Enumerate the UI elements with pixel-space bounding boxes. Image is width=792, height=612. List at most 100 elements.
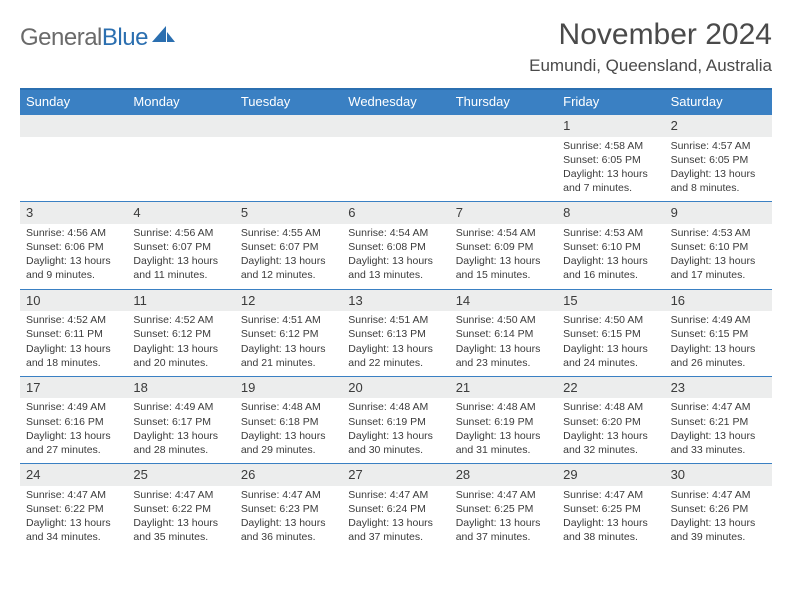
day-header-cell: Saturday — [665, 90, 772, 114]
day-number: 29 — [557, 464, 664, 486]
calendar-cell — [450, 115, 557, 201]
day-number: 22 — [557, 377, 664, 399]
calendar-cell — [20, 115, 127, 201]
day-number: 16 — [665, 290, 772, 312]
day-number: 26 — [235, 464, 342, 486]
day-info: Sunrise: 4:53 AMSunset: 6:10 PMDaylight:… — [557, 224, 664, 283]
calendar-cell: 29Sunrise: 4:47 AMSunset: 6:25 PMDayligh… — [557, 464, 664, 550]
calendar-cell — [127, 115, 234, 201]
day-number: 18 — [127, 377, 234, 399]
day-header-cell: Tuesday — [235, 90, 342, 114]
day-number: 6 — [342, 202, 449, 224]
day-info: Sunrise: 4:56 AMSunset: 6:06 PMDaylight:… — [20, 224, 127, 283]
calendar-cell: 5Sunrise: 4:55 AMSunset: 6:07 PMDaylight… — [235, 202, 342, 288]
day-info: Sunrise: 4:48 AMSunset: 6:20 PMDaylight:… — [557, 398, 664, 457]
week-row: 3Sunrise: 4:56 AMSunset: 6:06 PMDaylight… — [20, 201, 772, 288]
day-info: Sunrise: 4:52 AMSunset: 6:12 PMDaylight:… — [127, 311, 234, 370]
month-title: November 2024 — [529, 18, 772, 52]
calendar-cell: 16Sunrise: 4:49 AMSunset: 6:15 PMDayligh… — [665, 290, 772, 376]
day-info: Sunrise: 4:47 AMSunset: 6:26 PMDaylight:… — [665, 486, 772, 545]
logo-word1: General — [20, 24, 102, 51]
day-info: Sunrise: 4:51 AMSunset: 6:13 PMDaylight:… — [342, 311, 449, 370]
day-number: 11 — [127, 290, 234, 312]
day-info: Sunrise: 4:48 AMSunset: 6:19 PMDaylight:… — [342, 398, 449, 457]
weeks-container: 1Sunrise: 4:58 AMSunset: 6:05 PMDaylight… — [20, 114, 772, 550]
calendar-cell: 9Sunrise: 4:53 AMSunset: 6:10 PMDaylight… — [665, 202, 772, 288]
location: Eumundi, Queensland, Australia — [529, 56, 772, 76]
day-info: Sunrise: 4:52 AMSunset: 6:11 PMDaylight:… — [20, 311, 127, 370]
calendar-cell: 13Sunrise: 4:51 AMSunset: 6:13 PMDayligh… — [342, 290, 449, 376]
calendar-cell: 10Sunrise: 4:52 AMSunset: 6:11 PMDayligh… — [20, 290, 127, 376]
calendar-cell: 17Sunrise: 4:49 AMSunset: 6:16 PMDayligh… — [20, 377, 127, 463]
header: GeneralBlue November 2024 Eumundi, Queen… — [20, 18, 772, 76]
day-header-row: SundayMondayTuesdayWednesdayThursdayFrid… — [20, 90, 772, 114]
day-info: Sunrise: 4:50 AMSunset: 6:14 PMDaylight:… — [450, 311, 557, 370]
day-info: Sunrise: 4:47 AMSunset: 6:22 PMDaylight:… — [20, 486, 127, 545]
logo-word2: Blue — [102, 24, 148, 51]
day-number: 12 — [235, 290, 342, 312]
day-number: 5 — [235, 202, 342, 224]
day-number — [450, 115, 557, 137]
day-info: Sunrise: 4:55 AMSunset: 6:07 PMDaylight:… — [235, 224, 342, 283]
day-info: Sunrise: 4:50 AMSunset: 6:15 PMDaylight:… — [557, 311, 664, 370]
calendar-cell: 4Sunrise: 4:56 AMSunset: 6:07 PMDaylight… — [127, 202, 234, 288]
day-info: Sunrise: 4:47 AMSunset: 6:25 PMDaylight:… — [450, 486, 557, 545]
calendar-cell: 27Sunrise: 4:47 AMSunset: 6:24 PMDayligh… — [342, 464, 449, 550]
calendar-cell: 1Sunrise: 4:58 AMSunset: 6:05 PMDaylight… — [557, 115, 664, 201]
day-header-cell: Monday — [127, 90, 234, 114]
day-header-cell: Friday — [557, 90, 664, 114]
day-number — [342, 115, 449, 137]
calendar-cell: 6Sunrise: 4:54 AMSunset: 6:08 PMDaylight… — [342, 202, 449, 288]
day-info: Sunrise: 4:48 AMSunset: 6:19 PMDaylight:… — [450, 398, 557, 457]
day-number — [127, 115, 234, 137]
day-header-cell: Wednesday — [342, 90, 449, 114]
title-block: November 2024 Eumundi, Queensland, Austr… — [529, 18, 772, 76]
page: GeneralBlue November 2024 Eumundi, Queen… — [0, 0, 792, 550]
day-info: Sunrise: 4:49 AMSunset: 6:17 PMDaylight:… — [127, 398, 234, 457]
day-info: Sunrise: 4:47 AMSunset: 6:23 PMDaylight:… — [235, 486, 342, 545]
day-header-cell: Thursday — [450, 90, 557, 114]
day-number: 17 — [20, 377, 127, 399]
calendar-cell: 22Sunrise: 4:48 AMSunset: 6:20 PMDayligh… — [557, 377, 664, 463]
day-number: 23 — [665, 377, 772, 399]
calendar-cell: 20Sunrise: 4:48 AMSunset: 6:19 PMDayligh… — [342, 377, 449, 463]
day-info: Sunrise: 4:47 AMSunset: 6:21 PMDaylight:… — [665, 398, 772, 457]
day-number: 30 — [665, 464, 772, 486]
day-number: 2 — [665, 115, 772, 137]
calendar-cell: 30Sunrise: 4:47 AMSunset: 6:26 PMDayligh… — [665, 464, 772, 550]
logo: GeneralBlue — [20, 18, 176, 52]
calendar-cell: 7Sunrise: 4:54 AMSunset: 6:09 PMDaylight… — [450, 202, 557, 288]
day-number: 1 — [557, 115, 664, 137]
calendar-cell: 19Sunrise: 4:48 AMSunset: 6:18 PMDayligh… — [235, 377, 342, 463]
day-number: 4 — [127, 202, 234, 224]
calendar-cell: 15Sunrise: 4:50 AMSunset: 6:15 PMDayligh… — [557, 290, 664, 376]
calendar-cell: 8Sunrise: 4:53 AMSunset: 6:10 PMDaylight… — [557, 202, 664, 288]
day-number: 25 — [127, 464, 234, 486]
calendar-cell: 14Sunrise: 4:50 AMSunset: 6:14 PMDayligh… — [450, 290, 557, 376]
day-number: 3 — [20, 202, 127, 224]
week-row: 24Sunrise: 4:47 AMSunset: 6:22 PMDayligh… — [20, 463, 772, 550]
day-info: Sunrise: 4:47 AMSunset: 6:22 PMDaylight:… — [127, 486, 234, 545]
day-header-cell: Sunday — [20, 90, 127, 114]
day-number: 7 — [450, 202, 557, 224]
week-row: 10Sunrise: 4:52 AMSunset: 6:11 PMDayligh… — [20, 289, 772, 376]
day-number: 10 — [20, 290, 127, 312]
calendar-cell: 25Sunrise: 4:47 AMSunset: 6:22 PMDayligh… — [127, 464, 234, 550]
calendar-cell: 23Sunrise: 4:47 AMSunset: 6:21 PMDayligh… — [665, 377, 772, 463]
day-info: Sunrise: 4:54 AMSunset: 6:08 PMDaylight:… — [342, 224, 449, 283]
calendar-cell: 21Sunrise: 4:48 AMSunset: 6:19 PMDayligh… — [450, 377, 557, 463]
day-number: 8 — [557, 202, 664, 224]
day-info: Sunrise: 4:47 AMSunset: 6:25 PMDaylight:… — [557, 486, 664, 545]
day-number: 24 — [20, 464, 127, 486]
day-number: 9 — [665, 202, 772, 224]
day-number: 27 — [342, 464, 449, 486]
calendar-cell: 26Sunrise: 4:47 AMSunset: 6:23 PMDayligh… — [235, 464, 342, 550]
day-number: 20 — [342, 377, 449, 399]
calendar-cell: 28Sunrise: 4:47 AMSunset: 6:25 PMDayligh… — [450, 464, 557, 550]
day-info: Sunrise: 4:56 AMSunset: 6:07 PMDaylight:… — [127, 224, 234, 283]
day-number: 15 — [557, 290, 664, 312]
day-info: Sunrise: 4:49 AMSunset: 6:16 PMDaylight:… — [20, 398, 127, 457]
day-number: 13 — [342, 290, 449, 312]
calendar-cell: 3Sunrise: 4:56 AMSunset: 6:06 PMDaylight… — [20, 202, 127, 288]
week-row: 1Sunrise: 4:58 AMSunset: 6:05 PMDaylight… — [20, 114, 772, 201]
